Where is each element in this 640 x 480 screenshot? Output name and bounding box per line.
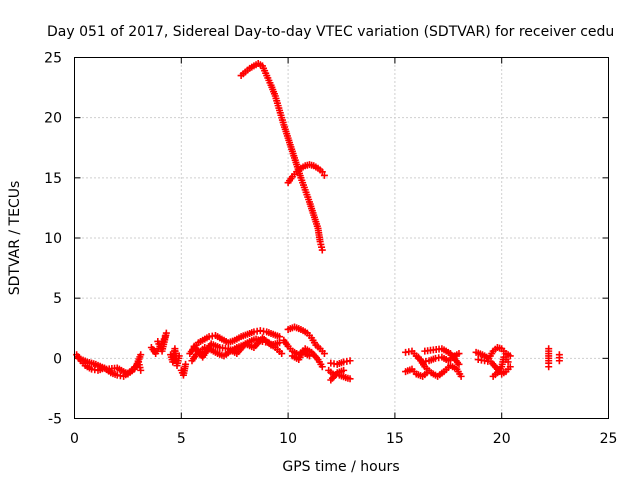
data-points	[73, 60, 563, 384]
data-point-marker	[346, 357, 354, 365]
y-tick-label: -5	[48, 412, 62, 428]
data-point-marker	[305, 352, 313, 360]
data-point-marker	[154, 337, 162, 345]
data-point-marker	[318, 168, 326, 176]
data-point-marker	[175, 352, 183, 360]
plot-frame	[74, 57, 609, 419]
y-tick-labels: -5 0 5 10 15 20 25	[44, 51, 62, 428]
x-tick-label: 5	[177, 431, 186, 447]
x-axis-label: GPS time / hours	[282, 459, 399, 475]
data-point-marker	[545, 363, 553, 371]
data-point-marker	[278, 350, 286, 358]
chart-title: Day 051 of 2017, Sidereal Day-to-day VTE…	[47, 24, 614, 40]
data-point-marker	[346, 375, 354, 383]
x-tick-label: 15	[386, 431, 404, 447]
data-point-marker	[137, 351, 145, 359]
data-point-marker	[340, 366, 348, 374]
data-point-marker	[182, 360, 190, 368]
grid	[74, 57, 609, 419]
x-tick-label: 10	[279, 431, 297, 447]
y-tick-label: 0	[53, 351, 62, 367]
data-point-marker	[504, 358, 512, 366]
x-tick-label: 20	[493, 431, 511, 447]
data-point-marker	[137, 366, 145, 374]
y-axis-label: SDTVAR / TECUs	[7, 181, 23, 296]
data-point-marker	[506, 363, 514, 371]
data-point-marker	[457, 372, 465, 380]
x-tick-label: 25	[600, 431, 618, 447]
x-tick-labels: 0 5 10 15 20 25	[70, 431, 617, 447]
y-tick-label: 5	[53, 291, 62, 307]
y-tick-label: 20	[44, 111, 62, 127]
data-point-marker	[318, 246, 326, 254]
y-tick-label: 25	[44, 51, 62, 67]
data-point-marker	[320, 350, 328, 358]
y-tick-label: 10	[44, 231, 62, 247]
data-point-marker	[455, 350, 463, 358]
data-point-marker	[506, 352, 514, 360]
data-point-marker	[455, 360, 463, 368]
y-tick-label: 15	[44, 171, 62, 187]
data-point-marker	[318, 363, 326, 371]
data-point-marker	[320, 171, 328, 179]
data-point-marker	[276, 333, 284, 341]
x-tick-label: 0	[70, 431, 79, 447]
data-point-marker	[555, 357, 563, 365]
